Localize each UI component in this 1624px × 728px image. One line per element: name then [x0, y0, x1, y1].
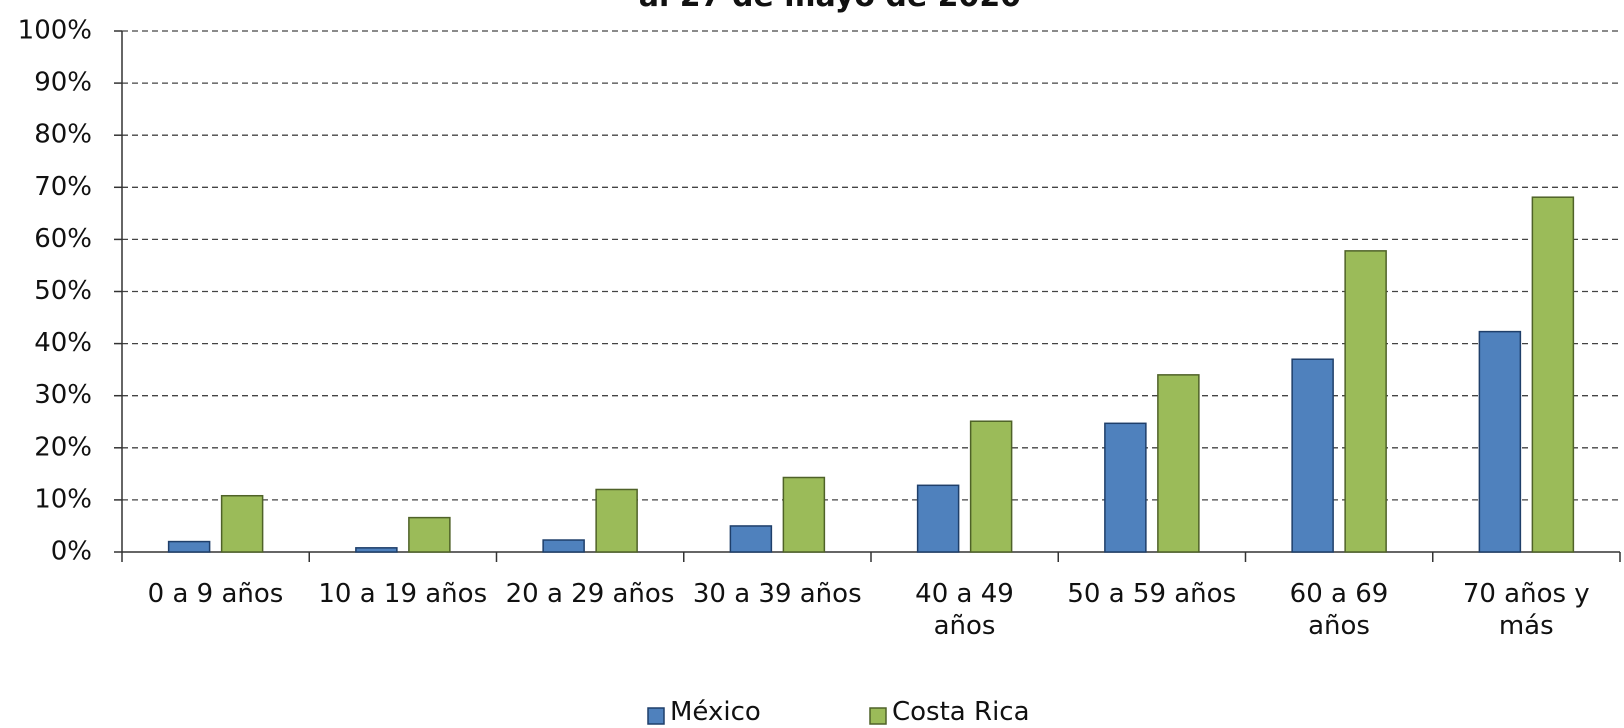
y-tick-label: 30%	[34, 380, 92, 410]
y-tick-label: 60%	[34, 224, 92, 254]
bar	[408, 516, 451, 553]
legend-label: México	[670, 697, 761, 727]
y-tick-label: 10%	[34, 484, 92, 514]
bar	[542, 539, 585, 553]
bar	[916, 484, 960, 553]
bar	[167, 540, 211, 553]
bar	[729, 525, 773, 553]
y-tick-label: 90%	[34, 68, 92, 98]
x-tick-label: 70 años y más	[1462, 579, 1590, 641]
y-tick-label: 50%	[34, 276, 92, 306]
bar	[1104, 422, 1147, 553]
bar	[782, 476, 826, 553]
x-tick-label: 40 a 49 años	[915, 579, 1014, 641]
x-tick-label: 50 a 59 años	[1067, 579, 1237, 609]
chart-title: al 27 de mayo de 2020	[639, 0, 1021, 14]
bar	[355, 547, 398, 553]
bar	[1291, 358, 1334, 553]
bar	[220, 494, 264, 553]
y-tick-label: 40%	[34, 328, 92, 358]
bar	[1531, 196, 1575, 553]
bar	[1478, 330, 1522, 553]
bar	[595, 488, 638, 553]
y-tick-label: 70%	[34, 172, 92, 202]
bar	[1344, 250, 1387, 553]
bar	[1157, 374, 1200, 553]
legend-swatch	[647, 707, 665, 725]
legend-label: Costa Rica	[892, 697, 1030, 727]
y-tick-label: 20%	[34, 432, 92, 462]
y-tick-label: 0%	[51, 537, 92, 567]
x-tick-label: 10 a 19 años	[318, 579, 488, 609]
bar	[969, 420, 1013, 553]
x-tick-label: 60 a 69 años	[1289, 579, 1389, 641]
x-tick-label: 30 a 39 años	[692, 579, 862, 609]
y-tick-label: 100%	[18, 16, 92, 46]
legend-swatch	[869, 707, 887, 725]
y-tick-label: 80%	[34, 120, 92, 150]
x-tick-label: 20 a 29 años	[505, 579, 675, 609]
x-tick-label: 0 a 9 años	[147, 579, 284, 609]
